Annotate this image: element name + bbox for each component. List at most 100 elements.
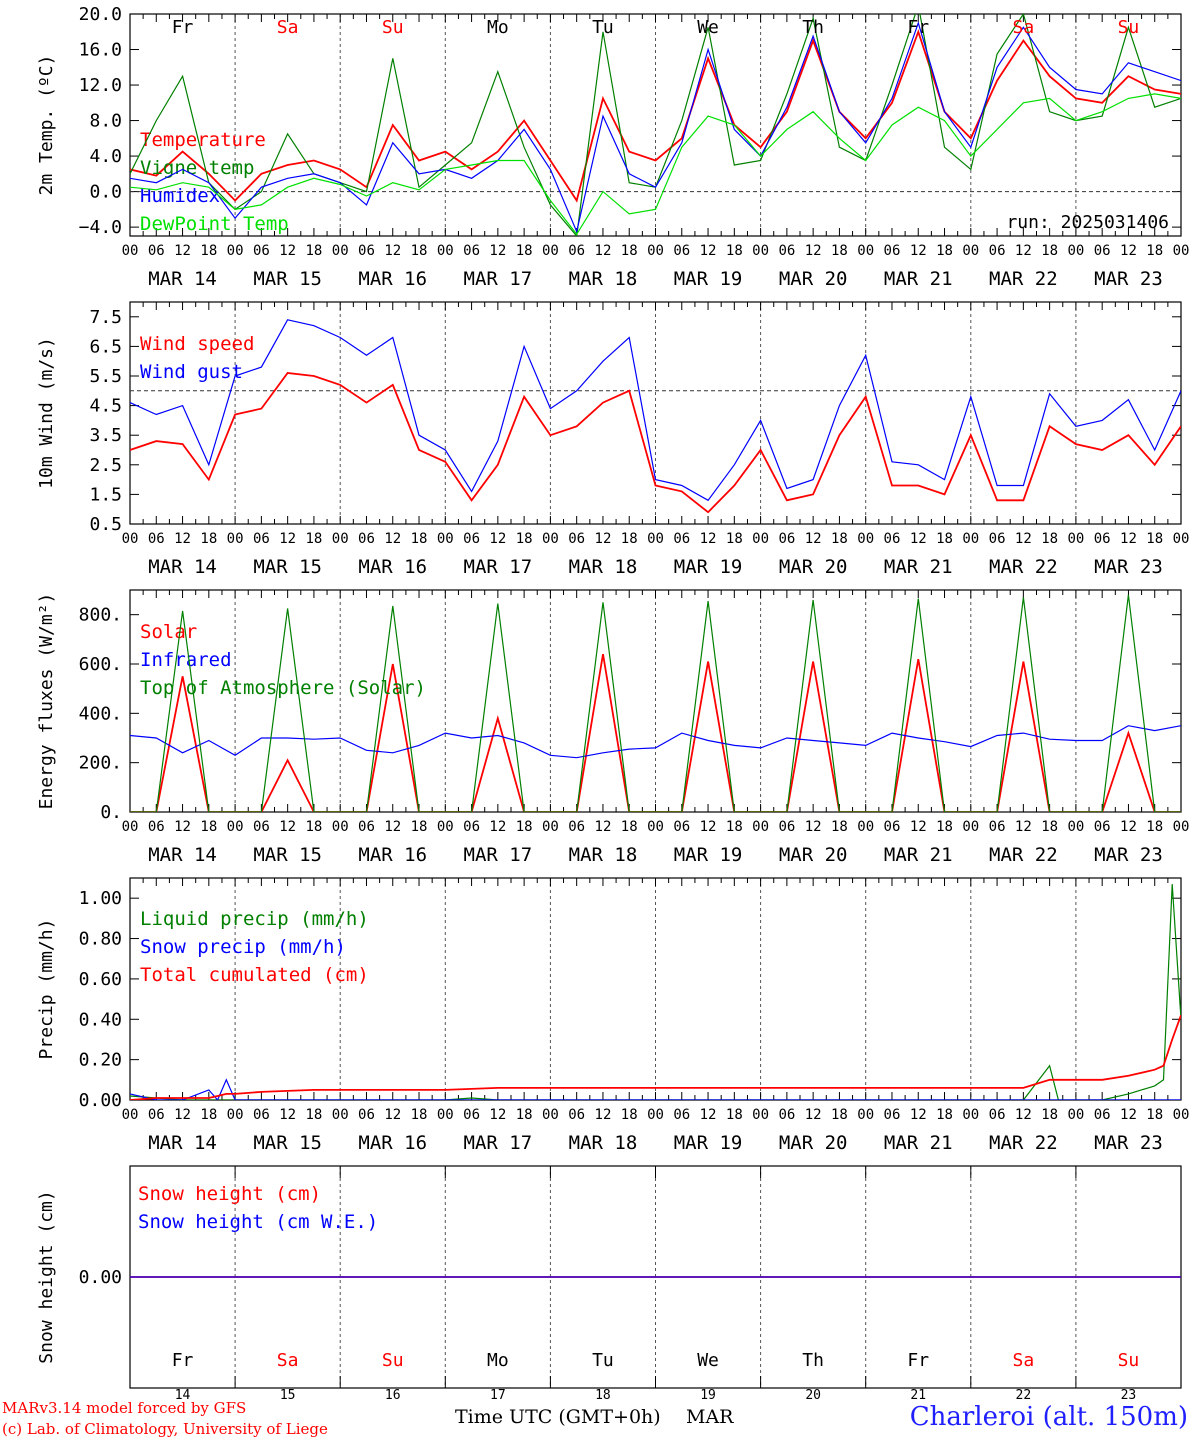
temperature-ytick-label: 16.0: [79, 40, 122, 61]
energy-hour-label: 06: [463, 819, 480, 835]
temperature-run-annotation: run: 2025031406: [1006, 212, 1169, 233]
wind-ytick-label: 3.5: [89, 425, 122, 446]
energy-hour-label: 12: [910, 819, 927, 835]
temperature-hour-label: 18: [936, 243, 953, 259]
wind-hour-label-end: 00: [1173, 531, 1190, 547]
wind-ytick-label: 4.5: [89, 396, 122, 417]
wind-hour-label: 00: [437, 531, 454, 547]
temperature-hour-label: 12: [1120, 243, 1137, 259]
precip-ytick-label: 0.80: [79, 929, 122, 950]
temperature-hour-label: 12: [279, 243, 296, 259]
precip-date-label: MAR 18: [569, 1132, 638, 1154]
wind-series-wind-speed: [130, 372, 1181, 514]
precip-hour-label: 18: [1041, 1107, 1058, 1123]
precip-hour-label: 00: [962, 1107, 979, 1123]
energy-hour-label: 06: [989, 819, 1006, 835]
wind-hour-label: 06: [568, 531, 585, 547]
precip-date-label: MAR 14: [148, 1132, 217, 1154]
wind-ytick-label: 7.5: [89, 307, 122, 328]
energy-legend-0: Solar: [140, 621, 197, 643]
snow-day-number: 19: [700, 1388, 716, 1403]
wind-date-label: MAR 18: [569, 556, 638, 578]
temperature-hour-label: 06: [989, 243, 1006, 259]
temperature-hour-label: 12: [174, 243, 191, 259]
energy-date-label: MAR 22: [989, 844, 1058, 866]
energy-ytick-label: 400.: [79, 703, 122, 724]
wind-date-label: MAR 14: [148, 556, 217, 578]
day-label-top: Fr: [172, 17, 194, 38]
temperature-ytick-label: 4.0: [89, 146, 122, 167]
energy-hour-label: 12: [700, 819, 717, 835]
precip-hour-label: 18: [831, 1107, 848, 1123]
temperature-date-label: MAR 21: [884, 268, 953, 290]
wind-series-wind-gust: [130, 319, 1181, 502]
energy-date-label: MAR 19: [674, 844, 743, 866]
energy-hour-label: 12: [595, 819, 612, 835]
temperature-hour-label: 00: [962, 243, 979, 259]
wind-date-label: MAR 19: [674, 556, 743, 578]
energy-hour-label: 06: [884, 819, 901, 835]
temperature-hour-label: 00: [647, 243, 664, 259]
precip-hour-label: 18: [726, 1107, 743, 1123]
wind-hour-label: 00: [857, 531, 874, 547]
x-axis-month: MAR: [686, 1406, 734, 1428]
energy-date-label: MAR 14: [148, 844, 217, 866]
precip-legend-1: Snow precip (mm/h): [140, 936, 346, 958]
wind-hour-label: 06: [358, 531, 375, 547]
temperature-hour-label: 00: [437, 243, 454, 259]
precip-hour-label: 18: [516, 1107, 533, 1123]
wind-ytick-label: 1.5: [89, 484, 122, 505]
temperature-hour-label: 00: [857, 243, 874, 259]
wind-hour-label: 12: [805, 531, 822, 547]
snow-day-label: Fr: [172, 1350, 194, 1371]
snow-ytick-label: 0.00: [79, 1267, 122, 1288]
temperature-hour-label: 18: [1041, 243, 1058, 259]
precip-ytick-label: 0.40: [79, 1009, 122, 1030]
precip-hour-label: 00: [227, 1107, 244, 1123]
snow-day-label: Su: [1118, 1350, 1140, 1371]
energy-hour-label: 00: [752, 819, 769, 835]
precip-hour-label: 06: [253, 1107, 270, 1123]
day-label-top: Th: [802, 17, 824, 38]
precip-hour-label: 06: [989, 1107, 1006, 1123]
wind-hour-label: 00: [1067, 531, 1084, 547]
wind-ytick-label: 0.5: [89, 514, 122, 535]
precip-series-snow-precip-mm-h-: [130, 1078, 1181, 1100]
temperature-hour-label: 18: [831, 243, 848, 259]
temperature-series-humidex: [130, 20, 1181, 234]
energy-hour-label: 00: [122, 819, 139, 835]
snow-day-number: 17: [490, 1388, 506, 1403]
day-label-top: Tu: [592, 17, 614, 38]
wind-date-label: MAR 15: [253, 556, 322, 578]
temperature-date-label: MAR 19: [674, 268, 743, 290]
wind-date-label: MAR 20: [779, 556, 848, 578]
precip-hour-label: 12: [279, 1107, 296, 1123]
temperature-hour-label: 06: [253, 243, 270, 259]
snow-day-number: 14: [175, 1388, 191, 1403]
wind-date-label: MAR 21: [884, 556, 953, 578]
precip-hour-label-end: 00: [1173, 1107, 1190, 1123]
energy-hour-label: 12: [805, 819, 822, 835]
precip-date-label: MAR 20: [779, 1132, 848, 1154]
temperature-legend-3: DewPoint Temp: [140, 213, 289, 235]
snow-day-number: 20: [805, 1388, 821, 1403]
temperature-hour-label: 00: [332, 243, 349, 259]
precip-hour-label: 00: [752, 1107, 769, 1123]
temperature-hour-label: 12: [384, 243, 401, 259]
wind-hour-label: 00: [752, 531, 769, 547]
model-credit-line: MARv3.14 model forced by GFS: [2, 1399, 247, 1417]
temperature-legend-2: Humidex: [140, 185, 220, 207]
precip-hour-label: 06: [568, 1107, 585, 1123]
energy-hour-label: 06: [148, 819, 165, 835]
energy-hour-label: 06: [778, 819, 795, 835]
x-axis-caption: Time UTC (GMT+0h): [455, 1406, 661, 1428]
precip-legend-2: Total cumulated (cm): [140, 964, 369, 986]
wind-hour-label: 00: [647, 531, 664, 547]
energy-hour-label: 06: [253, 819, 270, 835]
precip-date-label: MAR 19: [674, 1132, 743, 1154]
precip-hour-label: 12: [1120, 1107, 1137, 1123]
snow-ylabel: Snow height (cm): [36, 1190, 57, 1363]
energy-ytick-label: 0.: [100, 802, 122, 823]
wind-hour-label: 00: [227, 531, 244, 547]
temperature-date-label: MAR 17: [464, 268, 533, 290]
